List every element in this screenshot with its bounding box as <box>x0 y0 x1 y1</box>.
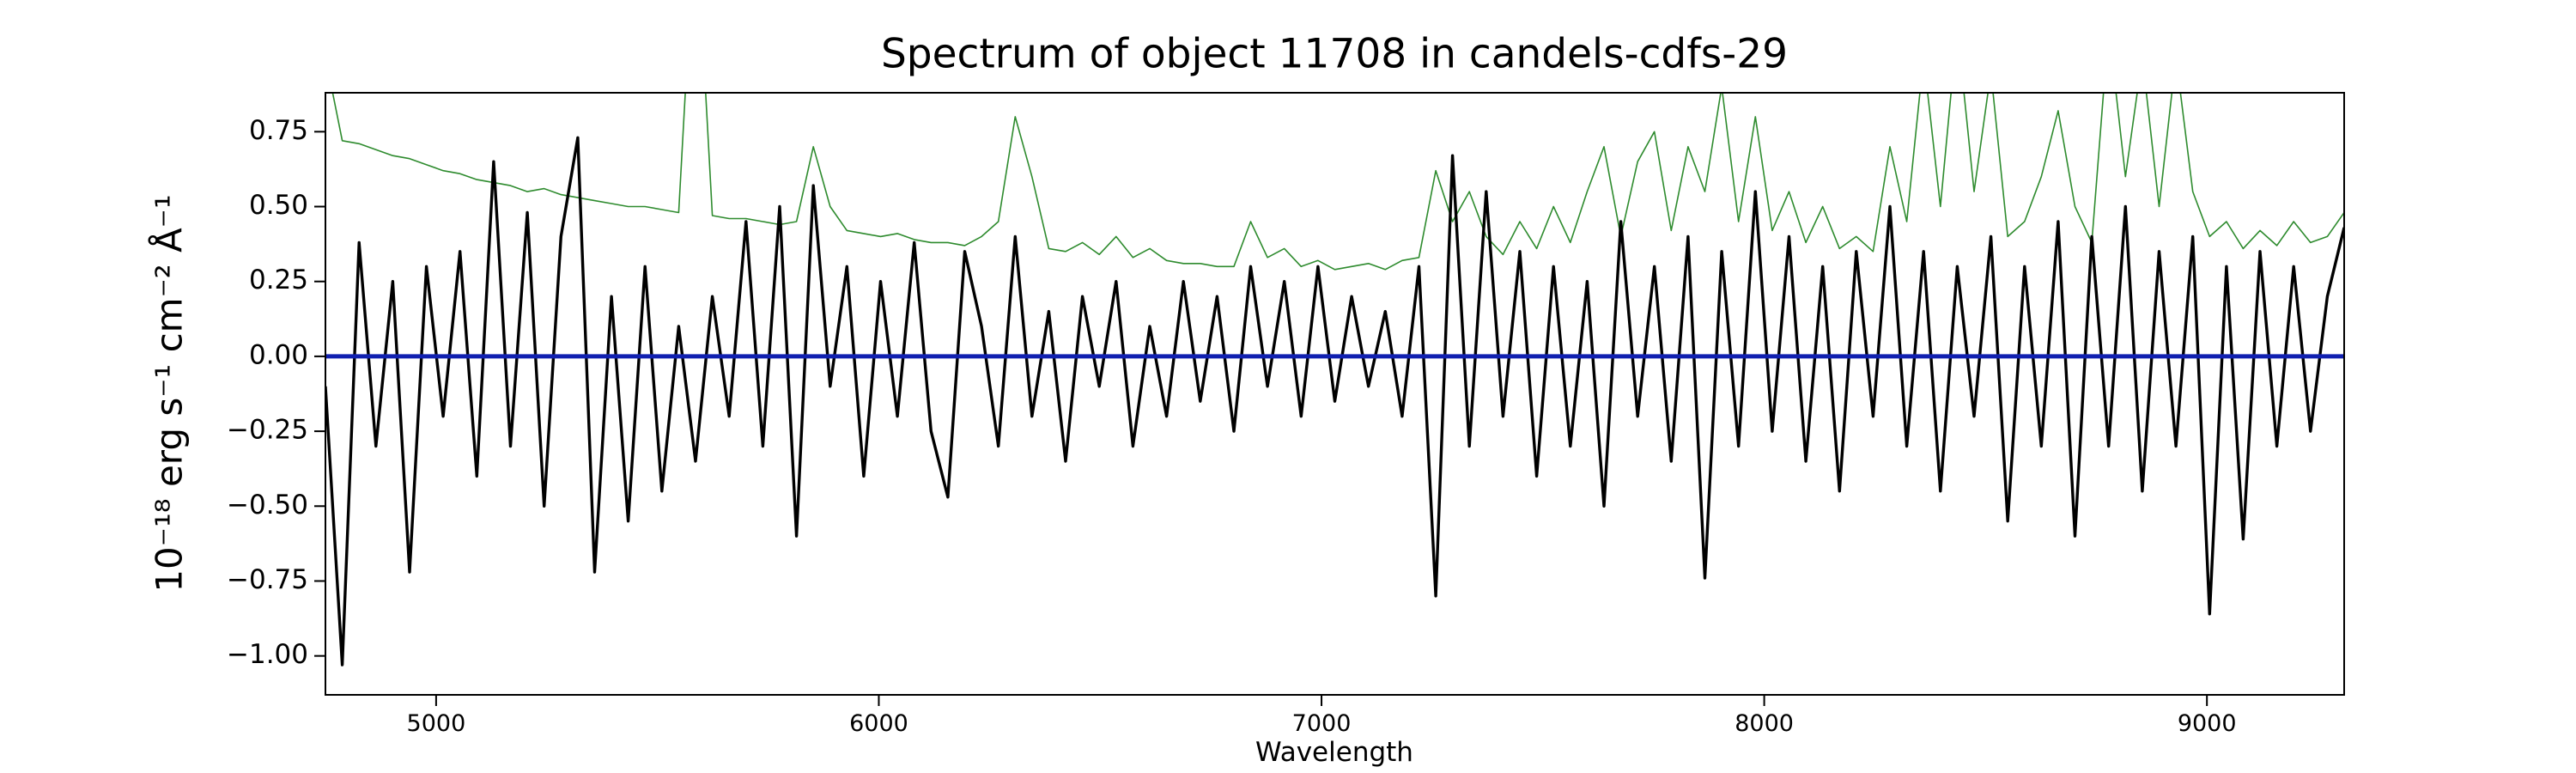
y-tick-label: 0.00 <box>249 339 308 370</box>
x-tick-label: 9000 <box>2178 710 2237 737</box>
y-tick-label: −0.50 <box>227 490 308 520</box>
y-tick-label: 0.50 <box>249 190 308 221</box>
y-tick-label: −1.00 <box>227 639 308 670</box>
spectrum-line <box>325 136 2344 666</box>
x-tick-label: 7000 <box>1292 710 1352 737</box>
y-tick-label: 0.75 <box>249 115 308 146</box>
x-tick-label: 8000 <box>1735 710 1794 737</box>
plot-area <box>325 93 2344 666</box>
y-axis-label: 10⁻¹⁸ erg s⁻¹ cm⁻² Å⁻¹ <box>148 194 191 592</box>
y-tick-label: 0.25 <box>249 265 308 295</box>
axes-frame <box>325 92 2345 696</box>
y-tick-label: −0.25 <box>227 415 308 446</box>
spectrum-line <box>331 93 2344 271</box>
chart-title: Spectrum of object 11708 in candels-cdfs… <box>881 31 1788 78</box>
x-tick-label: 6000 <box>849 710 908 737</box>
x-tick-label: 5000 <box>407 710 466 737</box>
x-axis-label: Wavelength <box>1255 737 1413 768</box>
y-tick-label: −0.75 <box>227 564 308 595</box>
